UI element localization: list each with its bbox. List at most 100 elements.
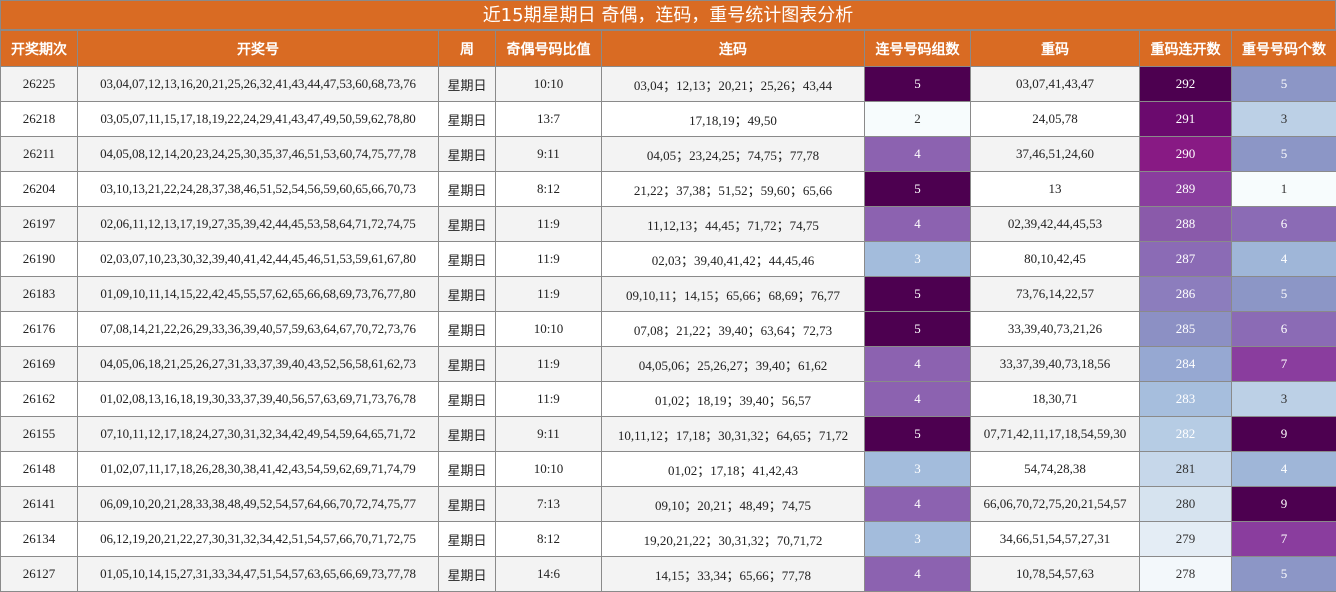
week-cell: 星期日 [438,346,496,382]
table-row: 26211 04,05,08,12,14,20,23,24,25,30,35,37… [0,136,1336,172]
consecutive-cell: 01,02；18,19；39,40；56,57 [601,381,865,417]
repeat-cell: 66,06,70,72,75,20,21,54,57 [970,486,1140,522]
header-repeat-count: 重号号码个数 [1231,30,1336,67]
table-row: 26134 06,12,19,20,21,22,27,30,31,32,34,42… [0,521,1336,557]
numbers-cell: 07,08,14,21,22,26,29,33,36,39,40,57,59,6… [77,311,439,347]
repeat-run-cell: 292 [1139,66,1232,102]
header-numbers: 开奖号 [77,30,439,67]
groups-cell: 4 [864,556,971,592]
numbers-cell: 06,09,10,20,21,28,33,38,48,49,52,54,57,6… [77,486,439,522]
groups-cell: 4 [864,346,971,382]
repeat-count-cell: 5 [1231,556,1336,592]
repeat-count-cell: 5 [1231,136,1336,172]
repeat-run-cell: 284 [1139,346,1232,382]
week-cell: 星期日 [438,381,496,417]
groups-cell: 5 [864,416,971,452]
odd-even-cell: 9:11 [495,136,602,172]
groups-cell: 4 [864,486,971,522]
issue-cell: 26190 [0,241,78,277]
table-row: 26141 06,09,10,20,21,28,33,38,48,49,52,54… [0,486,1336,522]
consecutive-cell: 21,22；37,38；51,52；59,60；65,66 [601,171,865,207]
numbers-cell: 03,04,07,12,13,16,20,21,25,26,32,41,43,4… [77,66,439,102]
consecutive-cell: 09,10,11；14,15；65,66；68,69；76,77 [601,276,865,312]
groups-cell: 4 [864,381,971,417]
numbers-cell: 01,02,08,13,16,18,19,30,33,37,39,40,56,5… [77,381,439,417]
repeat-cell: 54,74,28,38 [970,451,1140,487]
groups-cell: 3 [864,451,971,487]
repeat-cell: 03,07,41,43,47 [970,66,1140,102]
week-cell: 星期日 [438,276,496,312]
header-odd-even: 奇偶号码比值 [495,30,602,67]
odd-even-cell: 11:9 [495,241,602,277]
repeat-cell: 34,66,51,54,57,27,31 [970,521,1140,557]
header-consecutive: 连码 [601,30,865,67]
table-row: 26148 01,02,07,11,17,18,26,28,30,38,41,42… [0,451,1336,487]
repeat-count-cell: 9 [1231,416,1336,452]
table-row: 26162 01,02,08,13,16,18,19,30,33,37,39,40… [0,381,1336,417]
groups-cell: 5 [864,311,971,347]
numbers-cell: 02,03,07,10,23,30,32,39,40,41,42,44,45,4… [77,241,439,277]
repeat-count-cell: 4 [1231,241,1336,277]
odd-even-cell: 8:12 [495,171,602,207]
repeat-run-cell: 289 [1139,171,1232,207]
odd-even-cell: 11:9 [495,346,602,382]
repeat-run-cell: 291 [1139,101,1232,137]
week-cell: 星期日 [438,311,496,347]
repeat-count-cell: 6 [1231,206,1336,242]
repeat-cell: 10,78,54,57,63 [970,556,1140,592]
repeat-cell: 13 [970,171,1140,207]
numbers-cell: 03,05,07,11,15,17,18,19,22,24,29,41,43,4… [77,101,439,137]
table-row: 26218 03,05,07,11,15,17,18,19,22,24,29,41… [0,101,1336,137]
odd-even-cell: 11:9 [495,381,602,417]
repeat-run-cell: 288 [1139,206,1232,242]
repeat-count-cell: 4 [1231,451,1336,487]
numbers-cell: 04,05,08,12,14,20,23,24,25,30,35,37,46,5… [77,136,439,172]
groups-cell: 4 [864,206,971,242]
issue-cell: 26176 [0,311,78,347]
table-row: 26204 03,10,13,21,22,24,28,37,38,46,51,52… [0,171,1336,207]
issue-cell: 26155 [0,416,78,452]
repeat-run-cell: 278 [1139,556,1232,592]
repeat-run-cell: 287 [1139,241,1232,277]
table-row: 26190 02,03,07,10,23,30,32,39,40,41,42,44… [0,241,1336,277]
groups-cell: 4 [864,136,971,172]
repeat-run-cell: 279 [1139,521,1232,557]
repeat-cell: 02,39,42,44,45,53 [970,206,1140,242]
issue-cell: 26218 [0,101,78,137]
header-repeat: 重码 [970,30,1140,67]
issue-cell: 26134 [0,521,78,557]
week-cell: 星期日 [438,171,496,207]
odd-even-cell: 13:7 [495,101,602,137]
repeat-run-cell: 282 [1139,416,1232,452]
odd-even-cell: 7:13 [495,486,602,522]
week-cell: 星期日 [438,206,496,242]
repeat-cell: 80,10,42,45 [970,241,1140,277]
issue-cell: 26127 [0,556,78,592]
repeat-run-cell: 290 [1139,136,1232,172]
groups-cell: 3 [864,521,971,557]
repeat-count-cell: 3 [1231,101,1336,137]
numbers-cell: 01,09,10,11,14,15,22,42,45,55,57,62,65,6… [77,276,439,312]
repeat-cell: 73,76,14,22,57 [970,276,1140,312]
consecutive-cell: 01,02；17,18；41,42,43 [601,451,865,487]
odd-even-cell: 8:12 [495,521,602,557]
header-groups: 连号号码组数 [864,30,971,67]
week-cell: 星期日 [438,451,496,487]
week-cell: 星期日 [438,101,496,137]
consecutive-cell: 11,12,13；44,45；71,72；74,75 [601,206,865,242]
groups-cell: 5 [864,66,971,102]
repeat-cell: 33,37,39,40,73,18,56 [970,346,1140,382]
week-cell: 星期日 [438,241,496,277]
groups-cell: 5 [864,171,971,207]
stats-table: 开奖期次 开奖号 周 奇偶号码比值 连码 连号号码组数 重码 重码连开数 重号号… [0,30,1336,592]
issue-cell: 26197 [0,206,78,242]
odd-even-cell: 10:10 [495,451,602,487]
odd-even-cell: 14:6 [495,556,602,592]
repeat-count-cell: 1 [1231,171,1336,207]
repeat-run-cell: 286 [1139,276,1232,312]
repeat-count-cell: 5 [1231,276,1336,312]
repeat-count-cell: 7 [1231,521,1336,557]
issue-cell: 26162 [0,381,78,417]
table-row: 26155 07,10,11,12,17,18,24,27,30,31,32,34… [0,416,1336,452]
groups-cell: 5 [864,276,971,312]
